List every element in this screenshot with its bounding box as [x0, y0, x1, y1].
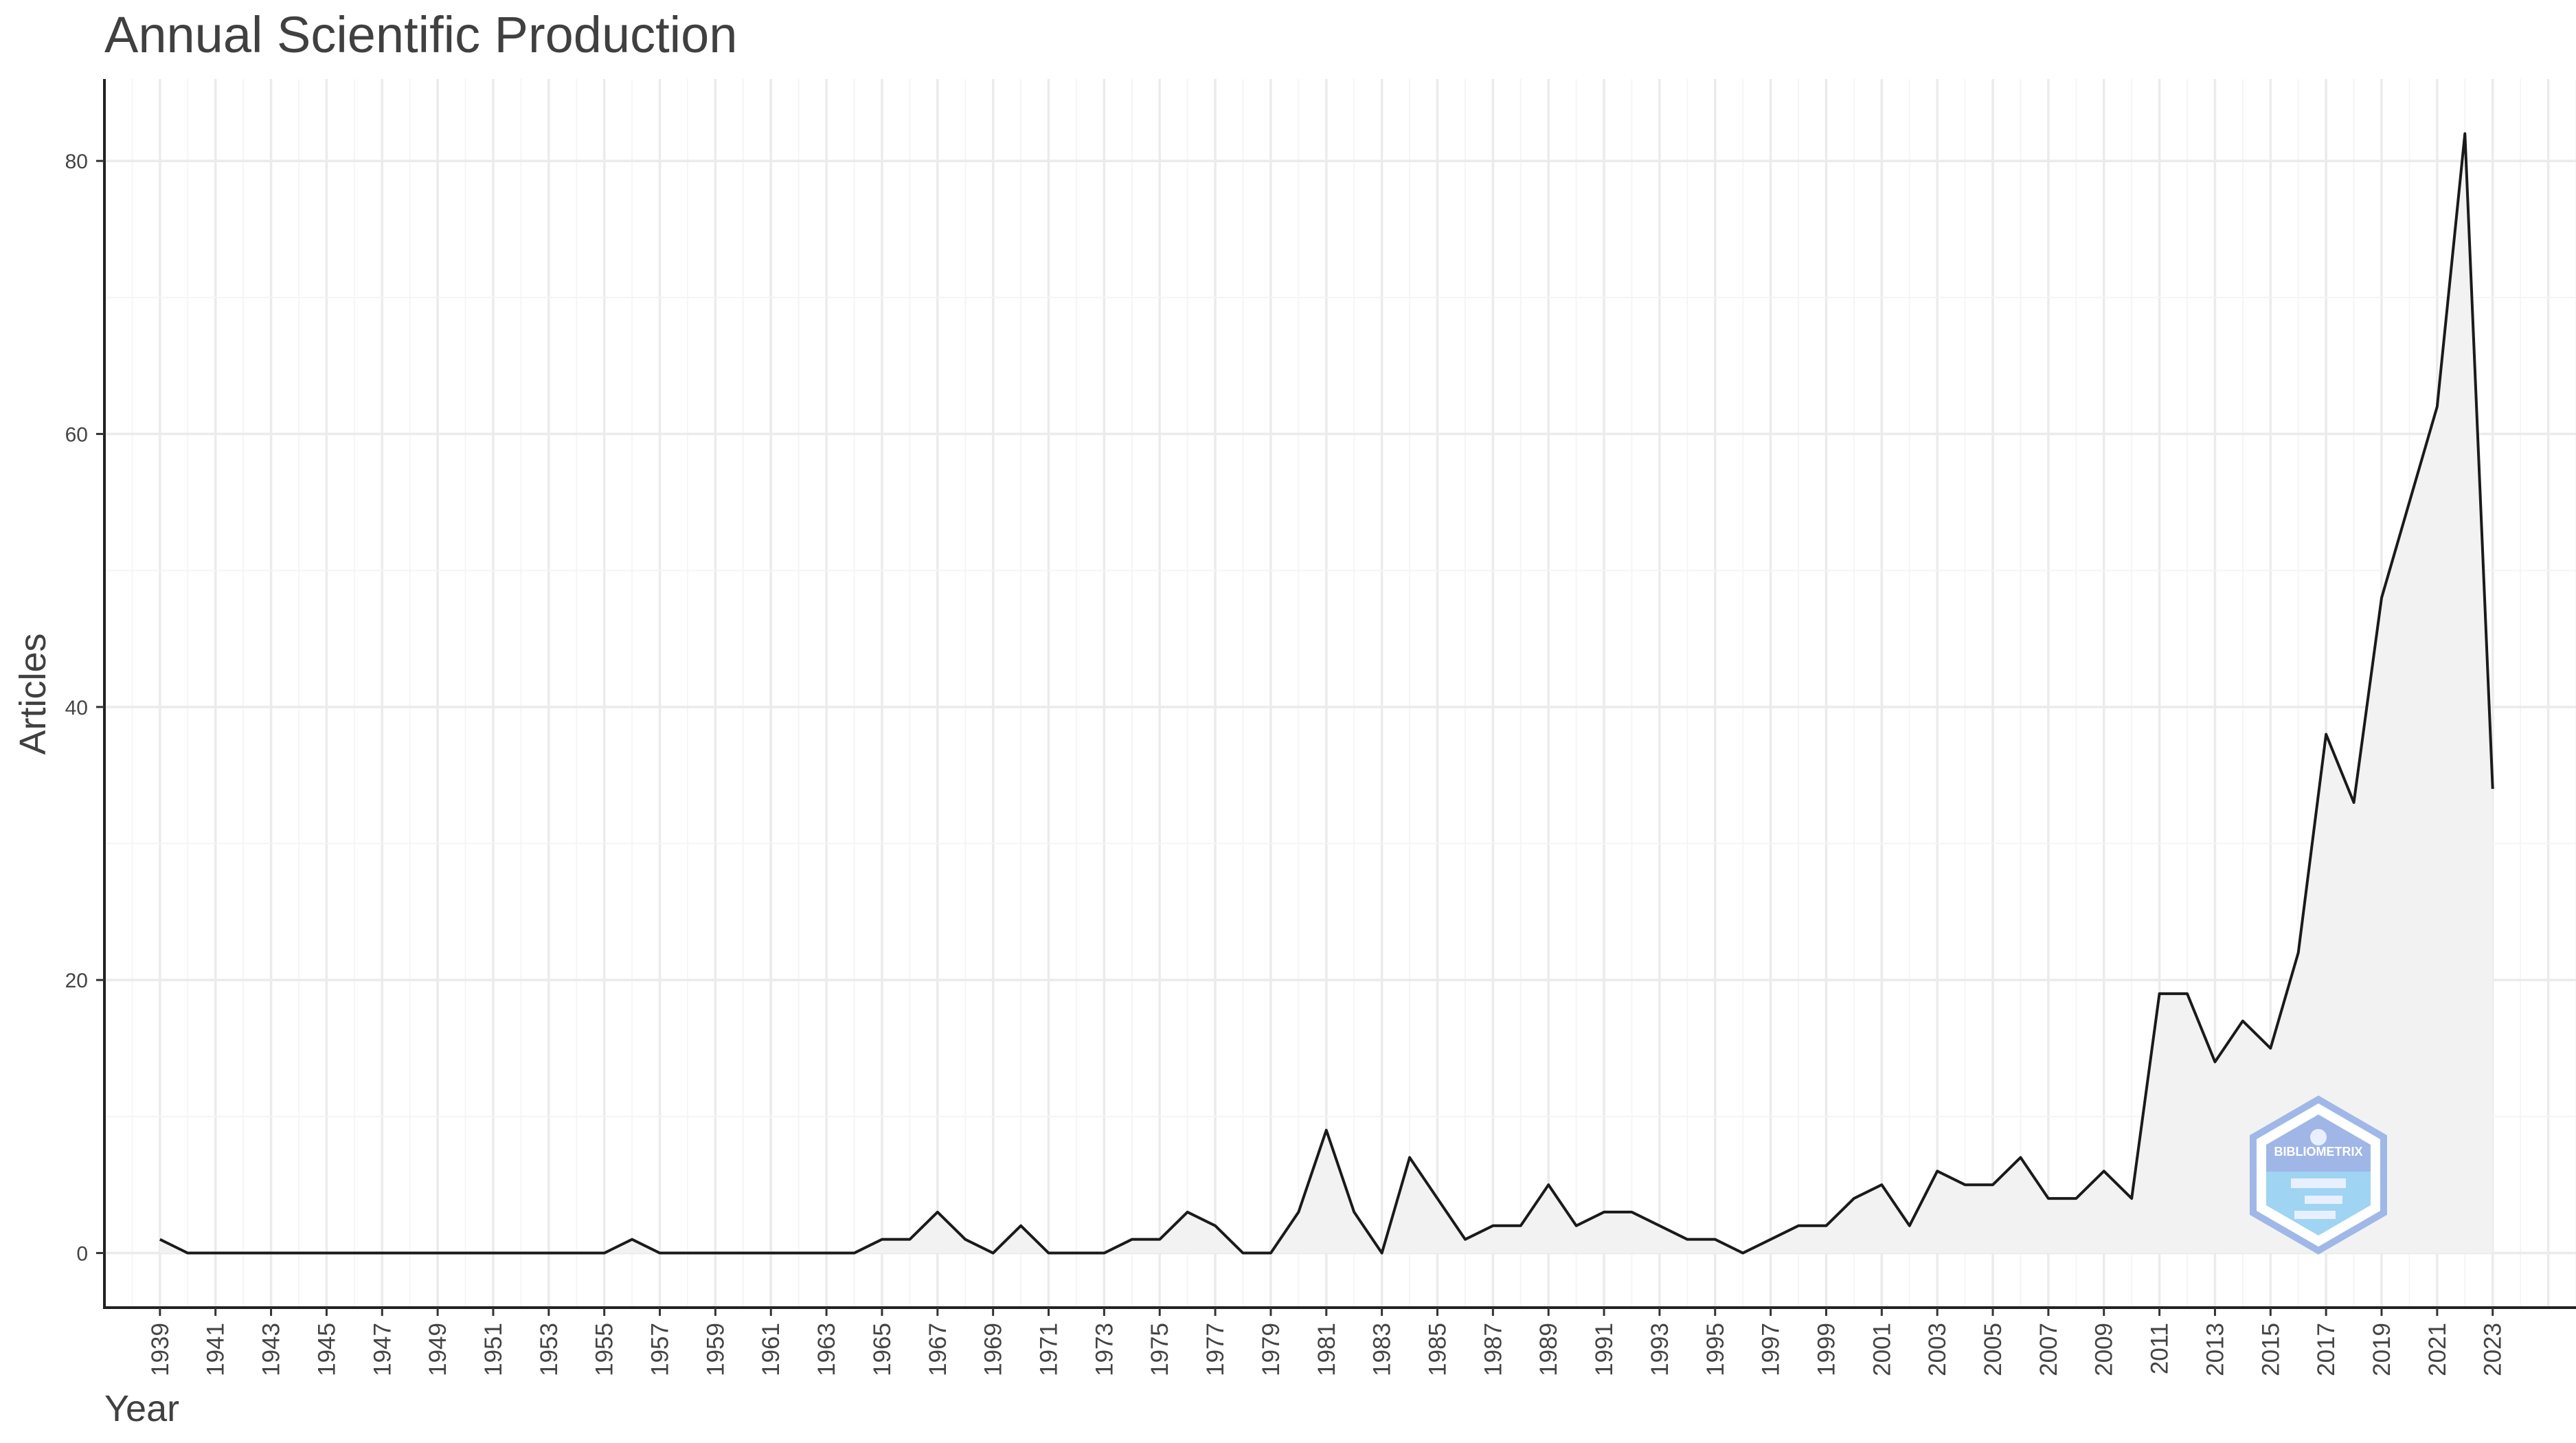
series-line: [159, 132, 2494, 1255]
x-tick-label: 1993: [1647, 1323, 1673, 1376]
x-tick-label: 1995: [1702, 1323, 1729, 1376]
x-tick-label: 1953: [536, 1323, 563, 1376]
x-tick-label: 2013: [2202, 1323, 2228, 1376]
y-tick-label: 80: [65, 150, 88, 173]
x-tick-label: 1971: [1036, 1323, 1063, 1376]
x-tick-label: 1985: [1424, 1323, 1451, 1376]
x-tick-label: 1983: [1369, 1323, 1396, 1376]
x-tick-label: 1965: [869, 1323, 896, 1376]
y-axis-title: Articles: [12, 633, 54, 754]
x-tick-label: 1939: [147, 1323, 174, 1376]
bibliometrix-logo: BIBLIOMETRIX: [2250, 1095, 2387, 1255]
x-tick-label: 1967: [925, 1323, 951, 1376]
x-tick-label: 1943: [258, 1323, 285, 1376]
x-tick-label: 2017: [2313, 1323, 2340, 1376]
watermark-text: BIBLIOMETRIX: [2274, 1145, 2363, 1159]
x-tick-label: 1989: [1535, 1323, 1562, 1376]
x-tick-label: 1961: [758, 1323, 784, 1376]
chart-title: Annual Scientific Production: [104, 6, 738, 63]
x-tick-label: 1973: [1091, 1323, 1118, 1376]
x-tick-label: 2009: [2091, 1323, 2118, 1376]
x-tick-label: 1975: [1146, 1323, 1173, 1376]
x-axis-title: Year: [104, 1388, 179, 1429]
x-tick-label: 1979: [1258, 1323, 1285, 1376]
y-tick-label: 20: [65, 970, 88, 992]
x-tick-label: 1949: [425, 1323, 451, 1376]
y-tick-label: 60: [65, 424, 88, 447]
x-tick-label: 2011: [2147, 1323, 2173, 1374]
x-tick-label: 2015: [2257, 1323, 2284, 1376]
x-tick-label: 2003: [1924, 1323, 1951, 1376]
x-tick-label: 1955: [591, 1323, 618, 1376]
x-tick-label: 2007: [2035, 1323, 2062, 1376]
x-tick-label: 1987: [1480, 1323, 1506, 1376]
x-tick-label: 1947: [369, 1323, 396, 1376]
x-tick-label: 2023: [2480, 1323, 2507, 1376]
y-ticks: 0 20 40 60 80: [65, 150, 104, 1266]
x-tick-label: 1951: [480, 1323, 507, 1376]
x-tick-label: 1957: [647, 1323, 674, 1376]
x-tick-label: 2005: [1980, 1323, 2007, 1376]
gridlines: [103, 79, 2576, 1308]
x-tick-label: 1977: [1202, 1323, 1229, 1376]
x-tick-label: 1959: [702, 1323, 729, 1376]
x-ticks: 1939 1941 1943 1945 1947 1949 1951 1953 1955 1957…: [147, 1308, 2507, 1376]
x-tick-label: 1945: [313, 1323, 340, 1376]
x-tick-label: 1999: [1813, 1323, 1840, 1376]
x-tick-label: 1997: [1758, 1323, 1785, 1376]
x-tick-label: 2021: [2424, 1323, 2451, 1376]
x-tick-label: 1969: [980, 1323, 1007, 1376]
x-tick-label: 1963: [813, 1323, 840, 1376]
y-tick-label: 0: [76, 1243, 88, 1266]
axes: [103, 79, 2576, 1309]
x-tick-label: 1941: [203, 1323, 229, 1376]
x-tick-label: 1991: [1591, 1323, 1618, 1376]
x-tick-label: 2019: [2369, 1323, 2395, 1376]
y-tick-label: 40: [65, 697, 88, 719]
x-tick-label: 2001: [1868, 1323, 1895, 1376]
x-tick-label: 1981: [1313, 1323, 1340, 1376]
